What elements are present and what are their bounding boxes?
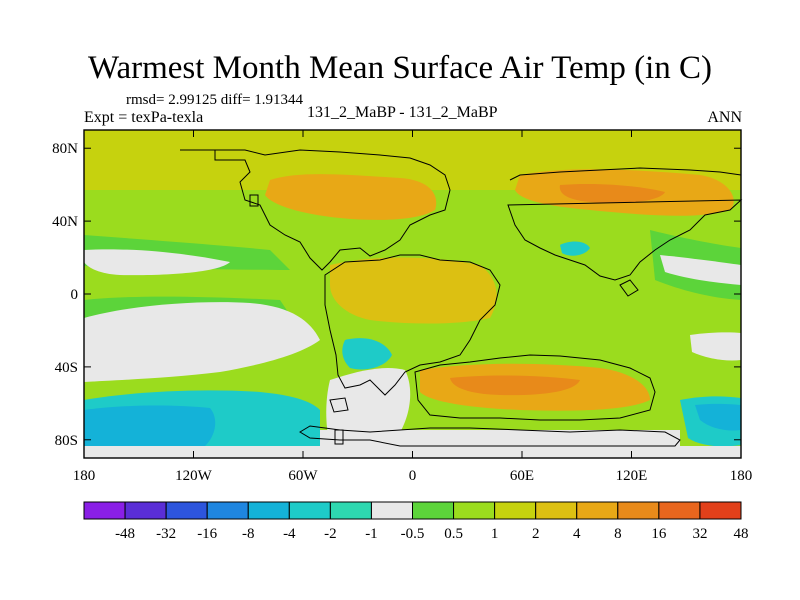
outline-africa-south xyxy=(324,254,501,396)
field-north-america-warm xyxy=(265,174,437,220)
outline-eurasia xyxy=(507,167,743,281)
season-label: ANN xyxy=(707,109,742,126)
field-south-atlantic-white xyxy=(326,368,411,450)
outline-island-3 xyxy=(619,279,639,297)
lon-tick-label: 60E xyxy=(510,468,534,484)
colorbar-swatch xyxy=(247,501,290,520)
field-africa-warm xyxy=(330,257,497,324)
experiment-label: Expt = texPa-texla xyxy=(84,109,204,126)
colorbar-label: 0.5 xyxy=(444,526,463,542)
colorbar-label: 48 xyxy=(734,526,749,542)
colorbar-swatch xyxy=(288,501,331,520)
temperature-field xyxy=(84,130,741,458)
outline-antarctica xyxy=(299,425,681,447)
colorbar-label: -48 xyxy=(115,526,135,542)
colorbar-swatch xyxy=(617,501,660,520)
latitude-axis: 80N 40N 0 40S 80S xyxy=(52,141,741,449)
lon-tick-label: 120W xyxy=(175,468,213,484)
field-southeast-cyan-deep xyxy=(695,403,741,431)
field-atlantic-cyan xyxy=(342,338,392,370)
lat-tick-label: 80S xyxy=(55,433,78,449)
colorbar-label: 16 xyxy=(651,526,667,542)
colorbar-label: -16 xyxy=(197,526,217,542)
colorbar-swatch xyxy=(124,501,167,520)
lon-tick-label: 180 xyxy=(730,468,753,484)
outline-island-1 xyxy=(329,397,349,413)
stats-line: rmsd= 2.99125 diff= 1.91344 xyxy=(126,92,304,108)
outline-island-2 xyxy=(334,429,344,445)
lat-tick-label: 0 xyxy=(71,287,79,303)
colorbar-swatch xyxy=(658,501,701,520)
field-southeast-white xyxy=(690,332,741,361)
lat-tick-label: 40N xyxy=(52,214,78,230)
lat-tick-label: 80N xyxy=(52,141,78,157)
field-nw-pacific-white xyxy=(84,249,230,276)
outline-north-america xyxy=(180,149,451,271)
colorbar-label: 8 xyxy=(614,526,622,542)
land-outlines xyxy=(180,149,743,447)
colorbar-swatch xyxy=(576,501,619,520)
colorbar-label: -0.5 xyxy=(401,526,425,542)
colorbar-label: 32 xyxy=(692,526,707,542)
case-label: 131_2_MaBP - 131_2_MaBP xyxy=(307,104,498,121)
colorbar-swatch xyxy=(699,501,742,520)
colorbar: -48 -32 -16 -8 -4 -2 -1 -0.5 0.5 1 2 4 8 16 32 48 xyxy=(83,501,749,542)
field-asia-cyan-spot xyxy=(560,241,590,256)
colorbar-swatch xyxy=(412,501,455,520)
lon-tick-label: 0 xyxy=(409,468,417,484)
colorbar-label: -1 xyxy=(365,526,378,542)
colorbar-label: -32 xyxy=(156,526,176,542)
lon-tick-label: 120E xyxy=(616,468,648,484)
outline-island-4 xyxy=(249,194,259,207)
colorbar-swatch xyxy=(83,501,126,520)
colorbar-swatch xyxy=(370,501,413,520)
outline-south-continent xyxy=(414,354,656,421)
colorbar-swatch xyxy=(494,501,537,520)
colorbar-label: -2 xyxy=(324,526,337,542)
colorbar-label: 4 xyxy=(573,526,581,542)
map-title: Warmest Month Mean Surface Air Temp (in … xyxy=(87,50,713,86)
field-east-pacific-white xyxy=(660,255,741,285)
field-eurasia-core xyxy=(559,183,665,204)
colorbar-label: 1 xyxy=(491,526,499,542)
lon-tick-label: 60W xyxy=(288,468,318,484)
field-antarctic-white-mid xyxy=(320,430,680,458)
colorbar-swatch xyxy=(535,501,578,520)
colorbar-swatch xyxy=(165,501,208,520)
colorbar-label: 2 xyxy=(532,526,540,542)
colorbar-swatch xyxy=(206,501,249,520)
colorbar-label: -4 xyxy=(283,526,296,542)
colorbar-swatch xyxy=(453,501,496,520)
field-south-continent-core xyxy=(450,375,580,396)
colorbar-label: -8 xyxy=(242,526,255,542)
colorbar-swatch xyxy=(329,501,372,520)
field-south-pacific-cyan-deep xyxy=(84,405,216,451)
lat-tick-label: 40S xyxy=(55,360,78,376)
longitude-axis: 180 120W 60W 0 60E 120E 180 xyxy=(73,130,753,484)
lon-tick-label: 180 xyxy=(73,468,96,484)
field-pacific-white xyxy=(84,302,320,382)
